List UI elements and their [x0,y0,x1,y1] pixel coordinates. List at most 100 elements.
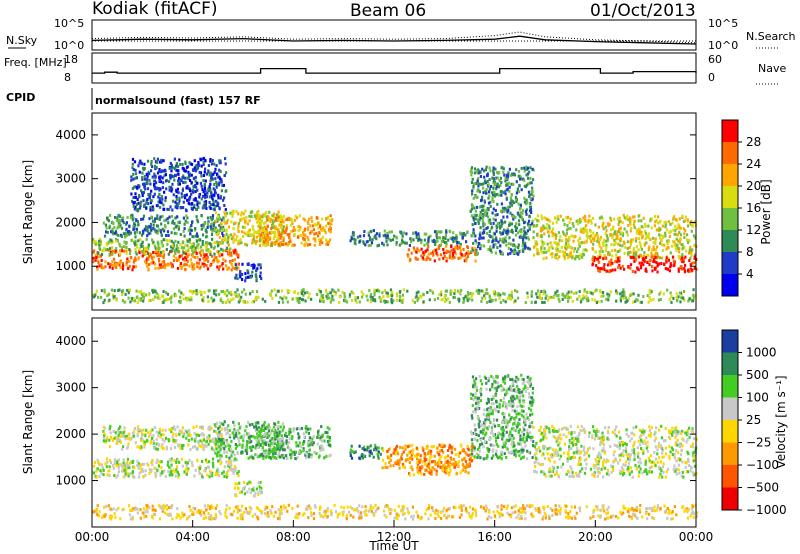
power-panel-cell [444,234,447,238]
power-panel-cell [180,254,183,258]
power-panel-cell [470,214,473,218]
power-panel-cell [131,162,134,166]
power-panel-cell [201,250,204,254]
power-panel-cell [139,202,142,206]
power-panel-cell [273,230,277,234]
power-panel-cell [664,223,667,227]
power-panel-cell [596,236,599,240]
velocity-panel-cell [116,462,119,466]
power-panel-cell [543,250,546,254]
power-panel-cell [649,238,652,241]
power-panel-cell [319,299,322,303]
power-panel-cell [551,252,554,256]
power-panel-cell [226,240,229,244]
power-panel-cell [681,253,684,257]
velocity-panel-cell [188,429,191,432]
power-panel-cell [134,247,137,251]
velocity-panel-cell [248,480,251,484]
power-panel-cell [179,162,182,166]
power-panel-cell [497,193,501,197]
power-panel-cell [498,225,501,229]
power-panel-cell [501,232,505,236]
power-panel-cell [109,213,112,217]
velocity-panel-cell [247,432,250,436]
power-panel-cell [509,242,513,246]
power-panel-cell [188,298,191,302]
power-panel-cell [690,220,693,224]
power-panel-cell [536,242,539,246]
power-panel-cell [505,196,508,200]
power-panel-cell [150,162,153,166]
velocity-panel-cell [108,426,111,430]
power-panel-cell [222,267,225,271]
velocity-panel-cell [174,446,177,450]
power-panel-cell [534,244,537,248]
power-panel-cell [298,301,301,304]
power-panel-cell [405,232,408,236]
velocity-panel-cell [207,460,211,464]
power-panel-cell [523,200,526,204]
power-panel-cell [191,264,194,268]
power-panel-cell [332,289,335,293]
power-panel-cell [282,238,285,242]
power-panel-cell [320,227,323,231]
velocity-panel-cell [140,468,143,472]
power-panel-cell [188,187,191,191]
power-panel-cell [417,290,420,294]
power-panel-cell [104,265,107,269]
power-panel-cell [292,243,295,247]
velocity-panel-cell [142,433,145,437]
power-panel-cell [118,242,121,246]
power-panel-cell [638,229,641,233]
power-panel-cell [201,298,204,302]
power-panel-cell [499,183,502,187]
velocity-panel-cell [99,469,102,473]
power-panel-cell [471,246,474,250]
power-panel-cell [670,264,673,268]
power-panel-cell [177,179,180,183]
velocity-panel-cell [237,470,240,473]
power-panel-cell [410,240,413,244]
power-panel-cell [182,251,185,255]
velocity-panel-cell [124,472,128,476]
power-panel-cell [270,241,273,245]
power-panel-cell [165,263,168,267]
power-panel-cell [431,291,435,295]
power-panel-cell [561,293,564,297]
power-panel-cell [518,177,522,181]
power-panel-cell [488,233,491,237]
power-panel-cell [144,187,147,191]
power-panel-cell [224,162,227,166]
power-panel-cell [186,216,189,220]
velocity-panel-cell [245,450,249,454]
power-panel-cell [110,288,113,292]
power-panel-cell [197,261,201,265]
velocity-panel-cell [259,481,262,484]
velocity-panel-cell [194,437,197,441]
power-panel-cell [495,176,498,180]
power-panel-cell [615,299,618,303]
power-panel-cell [640,247,643,251]
power-panel-cell [245,243,249,247]
power-panel-cell [153,183,156,187]
power-panel-cell [110,252,113,256]
velocity-panel-cell [185,430,188,434]
power-panel-cell [300,292,304,296]
power-panel-cell [245,216,248,219]
power-panel-cell [224,214,227,218]
power-panel-cell [525,198,528,202]
power-panel-cell [113,231,116,235]
power-panel-cell [206,295,209,299]
power-panel-cell [235,252,238,256]
power-panel-cell [186,239,189,243]
power-panel-cell [212,193,215,197]
power-panel-cell [202,225,205,229]
power-panel-cell [591,292,594,296]
power-panel-cell [202,163,205,166]
power-panel-cell [412,238,415,242]
power-panel-cell [445,244,448,248]
power-panel-cell [653,255,656,259]
power-panel-cell [318,239,322,243]
power-panel-cell [676,243,679,247]
power-panel-cell [151,259,154,263]
